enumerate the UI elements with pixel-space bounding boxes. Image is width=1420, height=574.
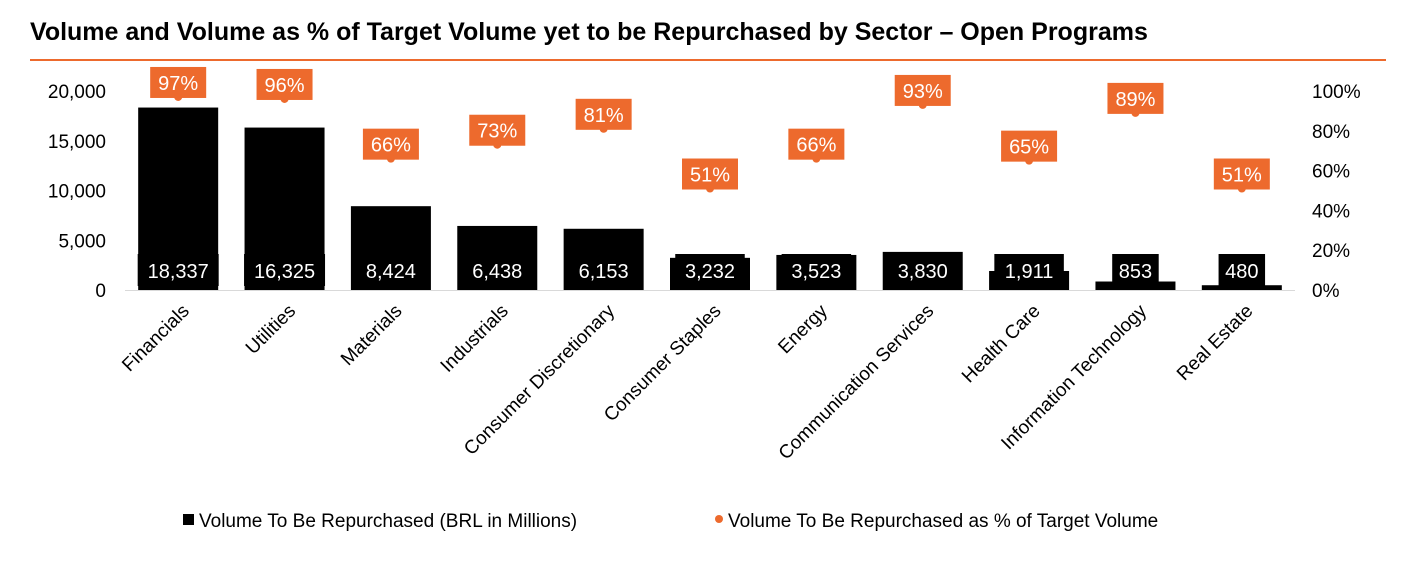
legend-bar-label: Volume To Be Repurchased (BRL in Million… bbox=[199, 511, 577, 532]
left-axis-tick-label: 15,000 bbox=[48, 132, 106, 153]
right-axis-tick-label: 40% bbox=[1312, 201, 1350, 222]
title-divider bbox=[30, 59, 1386, 61]
bar-value-label: 18,337 bbox=[148, 261, 209, 283]
bar-value-label-bg bbox=[1218, 254, 1266, 286]
percent-label: 66% bbox=[371, 135, 411, 157]
left-axis-tick-label: 20,000 bbox=[48, 82, 106, 103]
left-axis: 0 5,000 10,000 15,000 20,000 bbox=[48, 82, 106, 302]
percent-label: 73% bbox=[477, 121, 517, 143]
category-label: Health Care bbox=[958, 301, 1045, 388]
right-axis-tick-label: 80% bbox=[1312, 122, 1350, 143]
bar-value-label: 16,325 bbox=[254, 261, 315, 283]
bar-value-label-bg bbox=[675, 254, 745, 286]
legend-percent-label: Volume To Be Repurchased as % of Target … bbox=[728, 511, 1158, 532]
bar-value-label-bg bbox=[356, 254, 426, 286]
bar-value-label: 6,153 bbox=[579, 261, 629, 283]
percent-label: 51% bbox=[690, 165, 730, 187]
percent-label: 96% bbox=[265, 75, 305, 97]
left-axis-tick-label: 5,000 bbox=[58, 231, 106, 252]
bar-value-label: 480 bbox=[1225, 261, 1258, 283]
percent-label: 66% bbox=[796, 135, 836, 157]
percent-point bbox=[1131, 108, 1140, 117]
percent-label-bg bbox=[256, 68, 313, 100]
percent-point bbox=[174, 92, 183, 101]
percent-label-bg bbox=[1107, 82, 1164, 114]
percent-point bbox=[280, 94, 289, 103]
bar-value-label: 3,232 bbox=[685, 261, 735, 283]
bar-value-label-bg bbox=[137, 254, 219, 286]
percent-label-bg bbox=[1001, 130, 1058, 162]
right-axis-tick-label: 100% bbox=[1312, 82, 1361, 103]
percent-label: 65% bbox=[1009, 137, 1049, 159]
bar-value-label: 3,523 bbox=[791, 261, 841, 283]
right-axis-tick-label: 0% bbox=[1312, 281, 1340, 302]
category-label: Industrials bbox=[437, 301, 513, 377]
chart-title: Volume and Volume as % of Target Volume … bbox=[30, 18, 1148, 46]
category-label: Financials bbox=[118, 301, 193, 376]
percent-label-bg bbox=[575, 98, 632, 130]
percent-label: 81% bbox=[584, 105, 624, 127]
bar-value-label-bg bbox=[994, 254, 1064, 286]
percent-label-bg bbox=[362, 128, 419, 160]
percent-point bbox=[812, 154, 821, 163]
category-label: Real Estate bbox=[1173, 301, 1257, 385]
category-label: Energy bbox=[774, 300, 832, 358]
bar bbox=[1201, 285, 1282, 290]
percent-label-bg bbox=[894, 74, 951, 106]
legend-percent-swatch bbox=[715, 515, 723, 523]
category-label: Materials bbox=[337, 301, 406, 370]
bar-value-label-bg bbox=[244, 254, 326, 286]
percent-label: 97% bbox=[158, 73, 198, 95]
percent-point bbox=[918, 100, 927, 109]
bar-value-label-bg bbox=[781, 254, 852, 286]
bar-value-label: 853 bbox=[1119, 261, 1152, 283]
category-label: Utilities bbox=[242, 301, 300, 359]
percent-label: 89% bbox=[1115, 89, 1155, 111]
percent-label-bg bbox=[469, 114, 526, 146]
percent-point bbox=[1025, 156, 1034, 165]
percent-label-bg bbox=[788, 128, 845, 160]
percent-label-bg bbox=[1213, 158, 1270, 190]
category-label: Consumer Staples bbox=[600, 301, 725, 426]
percent-point bbox=[386, 154, 395, 163]
bar-value-label: 6,438 bbox=[472, 261, 522, 283]
percent-label-bg bbox=[682, 158, 738, 190]
percent-label: 51% bbox=[1222, 165, 1262, 187]
right-axis-tick-label: 60% bbox=[1312, 162, 1350, 183]
percent-series: 97% 96% 66% 73% 81% 51% 66% 93% 65% 89% 51% bbox=[150, 66, 1270, 193]
percent-label-bg bbox=[150, 66, 207, 98]
bar-value-label-bg bbox=[1112, 254, 1159, 286]
right-axis: 0% 20% 40% 60% 80% 100% bbox=[1312, 82, 1361, 302]
left-axis-tick-label: 10,000 bbox=[48, 182, 106, 203]
bar-series: 18,337 16,325 8,424 6,438 6,153 3,232 3,523 3,8… bbox=[137, 107, 1282, 291]
percent-point bbox=[599, 124, 608, 133]
right-axis-tick-label: 20% bbox=[1312, 241, 1350, 262]
bar-value-label: 8,424 bbox=[366, 261, 416, 283]
legend-bar-swatch bbox=[183, 514, 194, 525]
bar-value-label: 1,911 bbox=[1005, 261, 1054, 283]
x-axis-categories: Financials Utilities Materials Industrials C… bbox=[118, 300, 1257, 464]
bar-value-label-bg bbox=[462, 254, 533, 286]
bar-value-label-bg bbox=[568, 254, 639, 286]
percent-label: 93% bbox=[903, 81, 943, 103]
left-axis-tick-label: 0 bbox=[95, 281, 106, 302]
bar-value-label: 3,830 bbox=[898, 261, 948, 283]
percent-point bbox=[706, 184, 714, 193]
bar-value-label-bg bbox=[887, 254, 958, 286]
percent-point bbox=[1237, 184, 1246, 193]
legend: Volume To Be Repurchased (BRL in Million… bbox=[183, 511, 1158, 532]
percent-point bbox=[493, 140, 502, 149]
